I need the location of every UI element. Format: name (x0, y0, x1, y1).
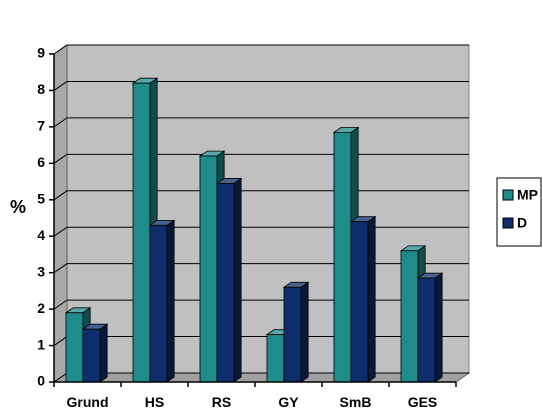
bar-side (300, 281, 309, 383)
x-tick-label: GES (408, 394, 438, 410)
y-tick-label: 9 (37, 45, 45, 61)
legend: MP D (496, 177, 542, 247)
y-tick-label: 4 (37, 227, 45, 243)
bar-front (149, 224, 168, 383)
y-tick-label: 3 (37, 263, 45, 279)
gridline (53, 117, 469, 128)
x-tick-label: RS (212, 394, 231, 410)
bar-D-SmB (349, 215, 377, 383)
bar-front (65, 312, 84, 383)
x-tick-label: GY (278, 394, 299, 410)
bar-front (132, 82, 151, 383)
x-tick-label: SmB (340, 394, 372, 410)
side-wall (53, 44, 68, 383)
legend-box (496, 177, 542, 247)
legend-swatch-D (502, 217, 514, 229)
bar-side (367, 215, 376, 383)
y-tick-label: 2 (37, 300, 45, 316)
y-tick-label: 5 (37, 190, 45, 206)
legend-label-D: D (517, 215, 527, 231)
y-tick-labels: 0 1 2 3 4 5 6 7 8 9 (37, 45, 45, 389)
bar-D-RS (215, 177, 243, 383)
bar-front (216, 182, 235, 383)
gridline (53, 44, 469, 55)
bar-front (400, 250, 419, 383)
y-tick-label: 7 (37, 118, 45, 134)
bars (64, 77, 444, 383)
y-tick-label: 0 (37, 373, 45, 389)
bar-front (283, 286, 302, 383)
bar-front (333, 131, 352, 383)
bar-D-GY (282, 281, 310, 383)
y-tick-label: 6 (37, 154, 45, 170)
bar-D-HS (148, 219, 176, 383)
bar-front (266, 334, 285, 383)
bar-front (199, 155, 218, 383)
axes (49, 53, 457, 387)
bar-D-GES (416, 272, 444, 383)
bar-side (99, 323, 108, 383)
bar-front (417, 277, 436, 383)
bar-D-Grund (81, 323, 109, 383)
x-tick-labels: Grund HS RS GY SmB GES (67, 394, 438, 410)
legend-label-MP: MP (517, 187, 538, 203)
y-tick-label: 1 (37, 336, 45, 352)
x-tick-label: Grund (67, 394, 109, 410)
x-tick-label: HS (145, 394, 164, 410)
y-tick-label: 8 (37, 81, 45, 97)
bar-side (233, 177, 242, 383)
bar-side (434, 272, 443, 383)
bar-side (166, 219, 175, 383)
bar-front (82, 328, 101, 383)
bar-front (350, 221, 369, 383)
gridline (53, 80, 469, 91)
y-axis-label: % (10, 197, 26, 217)
legend-swatch-MP (502, 189, 514, 201)
